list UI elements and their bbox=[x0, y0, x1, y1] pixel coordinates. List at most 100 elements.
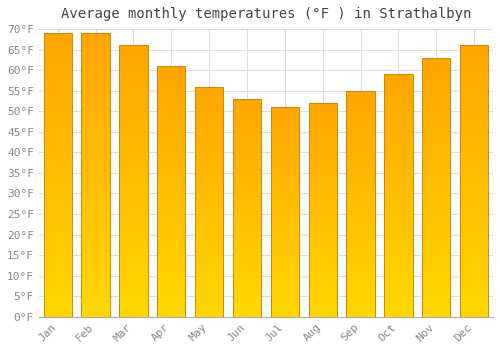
Bar bbox=[460, 84, 488, 86]
Bar bbox=[308, 208, 337, 210]
Bar bbox=[157, 174, 186, 176]
Bar bbox=[119, 287, 148, 290]
Bar bbox=[195, 294, 224, 296]
Bar bbox=[195, 257, 224, 259]
Bar bbox=[195, 190, 224, 192]
Bar bbox=[119, 56, 148, 59]
Bar bbox=[157, 264, 186, 267]
Bar bbox=[44, 67, 72, 70]
Bar bbox=[460, 238, 488, 241]
Bar bbox=[157, 84, 186, 86]
Bar bbox=[308, 308, 337, 310]
Bar bbox=[346, 93, 375, 95]
Bar bbox=[346, 251, 375, 253]
Bar bbox=[44, 138, 72, 141]
Bar bbox=[270, 197, 299, 199]
Bar bbox=[44, 175, 72, 178]
Bar bbox=[308, 148, 337, 150]
Bar bbox=[44, 257, 72, 260]
Bar bbox=[270, 254, 299, 256]
Bar bbox=[233, 230, 261, 232]
Bar bbox=[157, 247, 186, 249]
Bar bbox=[119, 222, 148, 225]
Bar bbox=[157, 194, 186, 196]
Bar bbox=[195, 162, 224, 165]
Bar bbox=[422, 122, 450, 125]
Bar bbox=[308, 223, 337, 225]
Bar bbox=[422, 268, 450, 270]
Bar bbox=[346, 174, 375, 177]
Bar bbox=[422, 130, 450, 133]
Bar bbox=[422, 195, 450, 198]
Bar bbox=[195, 282, 224, 285]
Bar bbox=[119, 208, 148, 211]
Bar bbox=[195, 285, 224, 287]
Bar bbox=[233, 234, 261, 236]
Bar bbox=[460, 225, 488, 227]
Bar bbox=[270, 166, 299, 168]
Bar bbox=[233, 282, 261, 284]
Bar bbox=[422, 125, 450, 128]
Bar bbox=[82, 141, 110, 144]
Bar bbox=[82, 90, 110, 93]
Bar bbox=[44, 263, 72, 266]
Bar bbox=[44, 104, 72, 107]
Bar bbox=[422, 71, 450, 74]
Bar bbox=[460, 81, 488, 84]
Bar bbox=[422, 115, 450, 117]
Bar bbox=[270, 181, 299, 183]
Bar bbox=[384, 191, 412, 193]
Bar bbox=[460, 181, 488, 184]
Bar bbox=[82, 288, 110, 291]
Bar bbox=[422, 218, 450, 221]
Bar bbox=[44, 254, 72, 257]
Bar bbox=[119, 192, 148, 195]
Bar bbox=[119, 203, 148, 205]
Bar bbox=[82, 107, 110, 110]
Bar bbox=[346, 274, 375, 276]
Bar bbox=[346, 253, 375, 256]
Bar bbox=[270, 195, 299, 197]
Bar bbox=[384, 295, 412, 298]
Bar bbox=[157, 71, 186, 74]
Bar bbox=[195, 160, 224, 162]
Bar bbox=[422, 234, 450, 237]
Bar bbox=[384, 244, 412, 246]
Bar bbox=[233, 215, 261, 217]
Bar bbox=[195, 211, 224, 213]
Bar bbox=[157, 297, 186, 299]
Bar bbox=[308, 229, 337, 231]
Bar bbox=[460, 273, 488, 276]
Bar bbox=[82, 215, 110, 218]
Bar bbox=[44, 212, 72, 215]
Bar bbox=[308, 131, 337, 133]
Bar bbox=[384, 205, 412, 208]
Bar bbox=[346, 258, 375, 260]
Bar bbox=[308, 133, 337, 135]
Bar bbox=[157, 144, 186, 146]
Bar bbox=[270, 116, 299, 118]
Bar bbox=[44, 277, 72, 280]
Bar bbox=[157, 184, 186, 187]
Bar bbox=[384, 314, 412, 317]
Bar bbox=[195, 117, 224, 119]
Bar bbox=[82, 280, 110, 283]
Bar bbox=[119, 292, 148, 295]
Bar bbox=[233, 271, 261, 273]
Bar bbox=[460, 268, 488, 271]
Bar bbox=[346, 272, 375, 274]
Bar bbox=[157, 226, 186, 229]
Bar bbox=[44, 271, 72, 274]
Bar bbox=[119, 249, 148, 252]
Bar bbox=[195, 261, 224, 264]
Bar bbox=[119, 306, 148, 309]
Bar bbox=[233, 315, 261, 317]
Bar bbox=[422, 250, 450, 252]
Bar bbox=[460, 244, 488, 246]
Bar bbox=[157, 79, 186, 81]
Bar bbox=[82, 303, 110, 306]
Bar bbox=[233, 116, 261, 119]
Bar bbox=[233, 136, 261, 138]
Bar bbox=[82, 260, 110, 263]
Bar bbox=[384, 183, 412, 186]
